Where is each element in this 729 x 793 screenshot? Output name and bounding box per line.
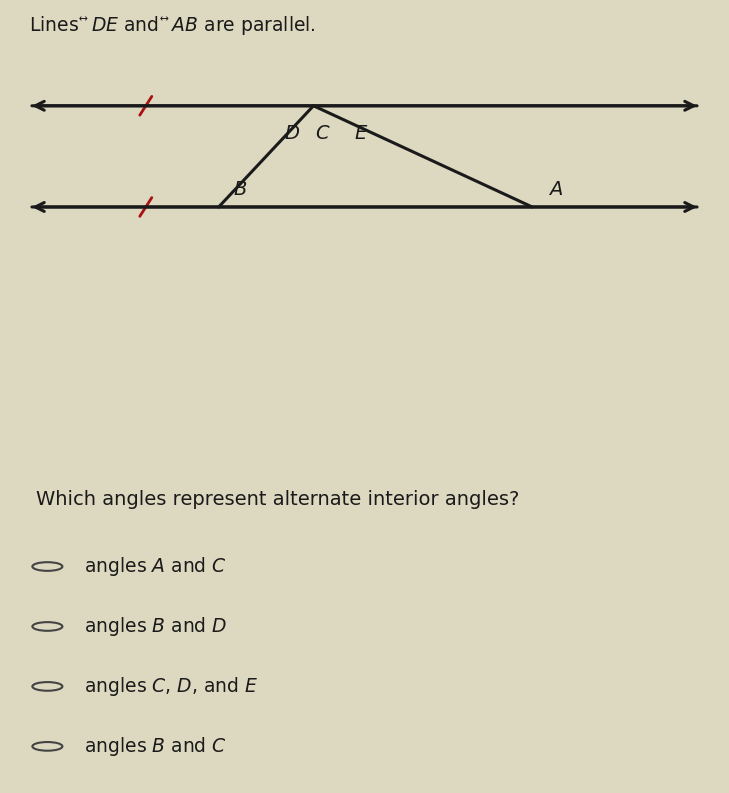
Text: Lines $\overleftrightarrow{DE}$ and $\overleftrightarrow{AB}$ are parallel.: Lines $\overleftrightarrow{DE}$ and $\ov…	[29, 13, 316, 36]
Text: $D$: $D$	[284, 124, 300, 143]
Text: $C$: $C$	[315, 124, 331, 143]
Text: angles $C$, $D$, and $E$: angles $C$, $D$, and $E$	[84, 675, 258, 698]
Text: Which angles represent alternate interior angles?: Which angles represent alternate interio…	[36, 490, 520, 509]
Text: $E$: $E$	[354, 124, 368, 143]
Text: angles $A$ and $C$: angles $A$ and $C$	[84, 555, 227, 578]
Text: angles $B$ and $C$: angles $B$ and $C$	[84, 735, 227, 758]
Text: angles $B$ and $D$: angles $B$ and $D$	[84, 615, 227, 638]
Text: $B$: $B$	[233, 180, 248, 199]
Text: $A$: $A$	[548, 180, 563, 199]
